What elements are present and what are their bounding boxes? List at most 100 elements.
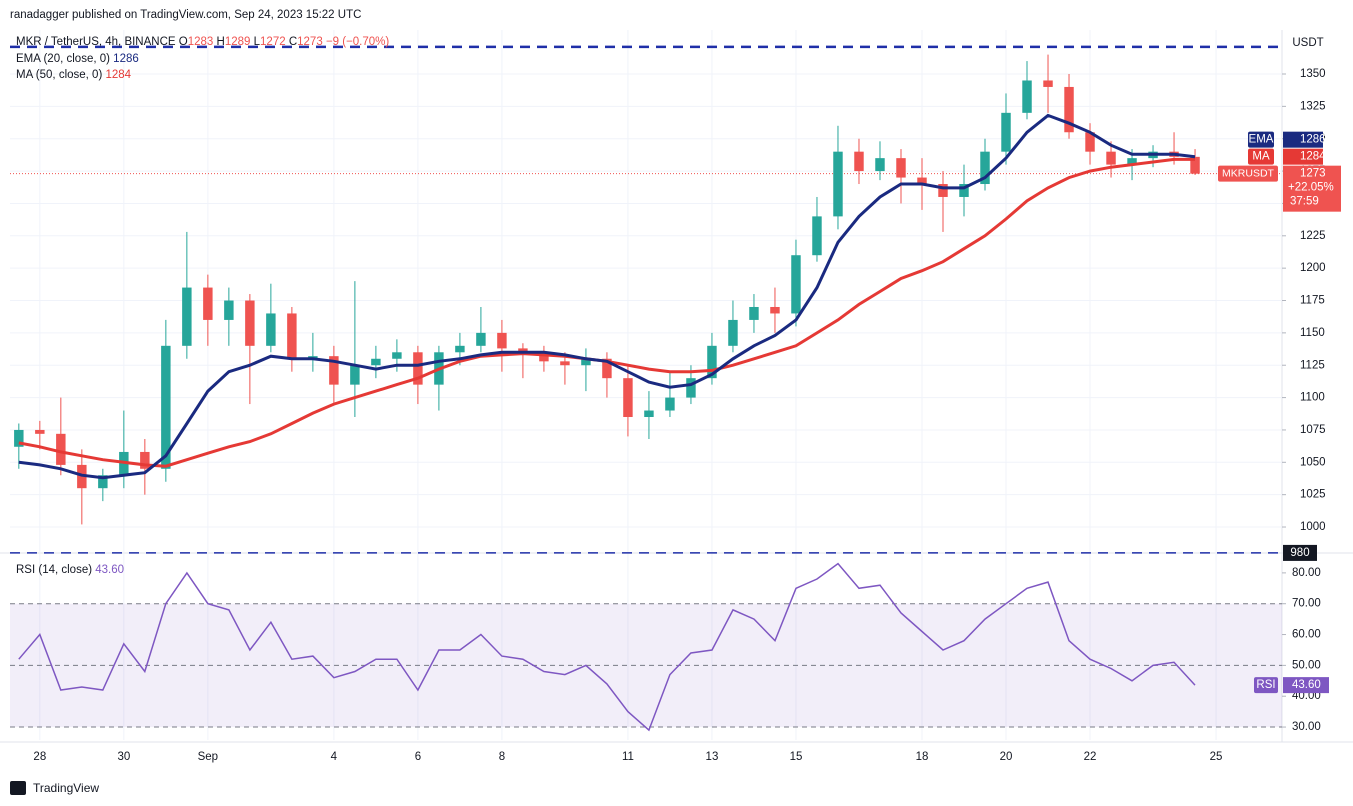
rsi-y-tick-label: 70.00 xyxy=(1292,598,1321,610)
ohlc-label: O xyxy=(179,36,188,48)
candle-body xyxy=(1127,158,1137,165)
candle-body xyxy=(581,358,591,366)
candle-body xyxy=(224,300,234,320)
change: −9 (−0.70%) xyxy=(326,36,389,48)
candle-body xyxy=(959,184,969,197)
candle-body xyxy=(728,319,738,346)
brand-name: TradingView xyxy=(33,781,99,795)
publisher: ranadagger published on TradingView.com,… xyxy=(10,9,361,21)
ma-legend: MA (50, close, 0) 1284 xyxy=(16,69,132,81)
candle-body xyxy=(203,287,213,320)
candle-body xyxy=(1043,80,1053,87)
candle-body xyxy=(161,345,171,469)
rsi-y-tick-label: 40.00 xyxy=(1292,690,1321,702)
candle-body xyxy=(791,255,801,314)
candle-body xyxy=(455,345,465,353)
candle-body xyxy=(539,352,549,362)
y-tick-label: 1100 xyxy=(1300,392,1325,404)
hline-tag-label: 980 xyxy=(1290,547,1309,559)
rsi-legend-value: 43.60 xyxy=(95,564,124,576)
rsi-legend: RSI (14, close) 43.60 xyxy=(16,564,124,576)
ema-price-tag xyxy=(1283,131,1323,148)
rsi-y-tick-label: 80.00 xyxy=(1292,567,1321,579)
last-change: +22.05% xyxy=(1288,182,1334,194)
candle-body xyxy=(1064,86,1074,133)
candle-body xyxy=(413,352,423,385)
hline-tag xyxy=(1283,544,1317,561)
ma-tag xyxy=(1248,148,1274,165)
ohlc-label: L xyxy=(254,36,261,48)
rsi-line xyxy=(18,562,1196,732)
ma-line xyxy=(18,157,1195,468)
ohlc-label: H xyxy=(217,36,225,48)
candle-body xyxy=(1085,132,1095,152)
x-tick-label: 15 xyxy=(790,751,803,763)
y-tick-label: 1225 xyxy=(1300,230,1326,242)
ma-tag-name: MA xyxy=(1252,151,1270,163)
candle-body xyxy=(392,352,402,359)
candle-body xyxy=(350,365,360,385)
candle-body xyxy=(623,378,633,418)
candle-body xyxy=(35,429,45,434)
candle-body xyxy=(896,158,906,178)
candle-body xyxy=(749,306,759,320)
x-tick-label: 28 xyxy=(33,751,46,763)
candle-body xyxy=(182,287,192,346)
candle-body xyxy=(371,358,381,366)
candle-body xyxy=(707,345,717,379)
rsi-y-tick-label: 30.00 xyxy=(1292,721,1321,733)
ema-legend-value: 1286 xyxy=(113,53,139,65)
last-price-tag xyxy=(1283,165,1341,212)
rsi-y-tick-label: 50.00 xyxy=(1292,659,1321,671)
candle-body xyxy=(665,397,675,411)
rsi-tag-name: RSI xyxy=(1256,679,1275,691)
y-tick-label: 1050 xyxy=(1300,456,1326,468)
y-tick-label: 1125 xyxy=(1300,359,1325,371)
ohlc-value: 1283 xyxy=(188,36,214,48)
x-tick-label: 22 xyxy=(1084,751,1097,763)
y-tick-label: 1200 xyxy=(1300,262,1326,274)
y-tick-label: 1350 xyxy=(1300,68,1326,80)
candle-body xyxy=(1022,80,1032,113)
ohlc-value: 1289 xyxy=(225,36,251,48)
x-tick-label: 11 xyxy=(622,751,634,763)
ma-legend-name: MA (50, close, 0) xyxy=(16,69,102,81)
candle-body xyxy=(833,151,843,217)
candle-body xyxy=(14,429,24,447)
candle-body xyxy=(266,313,276,346)
y-tick-label: 1000 xyxy=(1300,521,1326,533)
x-tick-label: 6 xyxy=(415,751,421,763)
candle-body xyxy=(56,433,66,465)
y-tick-label: 1150 xyxy=(1300,327,1325,339)
y-tick-label: 1025 xyxy=(1300,489,1326,501)
ema-price: 1286 xyxy=(1300,134,1326,146)
countdown: 37:59 xyxy=(1290,196,1319,208)
ema-tag xyxy=(1248,131,1274,148)
candle-body xyxy=(980,151,990,185)
x-tick-label: 13 xyxy=(706,751,719,763)
candle-body xyxy=(497,332,507,349)
candle-body xyxy=(98,475,108,489)
symbol-tag xyxy=(1218,165,1278,182)
candle-body xyxy=(560,361,570,366)
brand-logo xyxy=(10,781,26,795)
candle-body xyxy=(518,348,528,353)
symbol-tag-name: MKRUSDT xyxy=(1222,167,1275,179)
ohlc-label: C xyxy=(289,36,297,48)
ma-legend-value: 1284 xyxy=(106,69,132,81)
candle-body xyxy=(644,410,654,418)
candle-body xyxy=(602,358,612,379)
x-tick-label: 4 xyxy=(331,751,338,763)
candle-body xyxy=(476,332,486,346)
currency: USDT xyxy=(1292,37,1323,49)
candle-body xyxy=(854,151,864,172)
candle-body xyxy=(938,184,948,197)
last-price: 1273 xyxy=(1300,168,1326,180)
candle-body xyxy=(770,306,780,314)
candle-body xyxy=(287,313,297,359)
candle-body xyxy=(1001,112,1011,152)
ema-legend: EMA (20, close, 0) 1286 xyxy=(16,53,139,65)
x-tick-label: 18 xyxy=(916,751,929,763)
symbol: MKR / TetherUS, 4h, BINANCE xyxy=(16,36,176,48)
x-tick-label: 25 xyxy=(1210,751,1223,763)
